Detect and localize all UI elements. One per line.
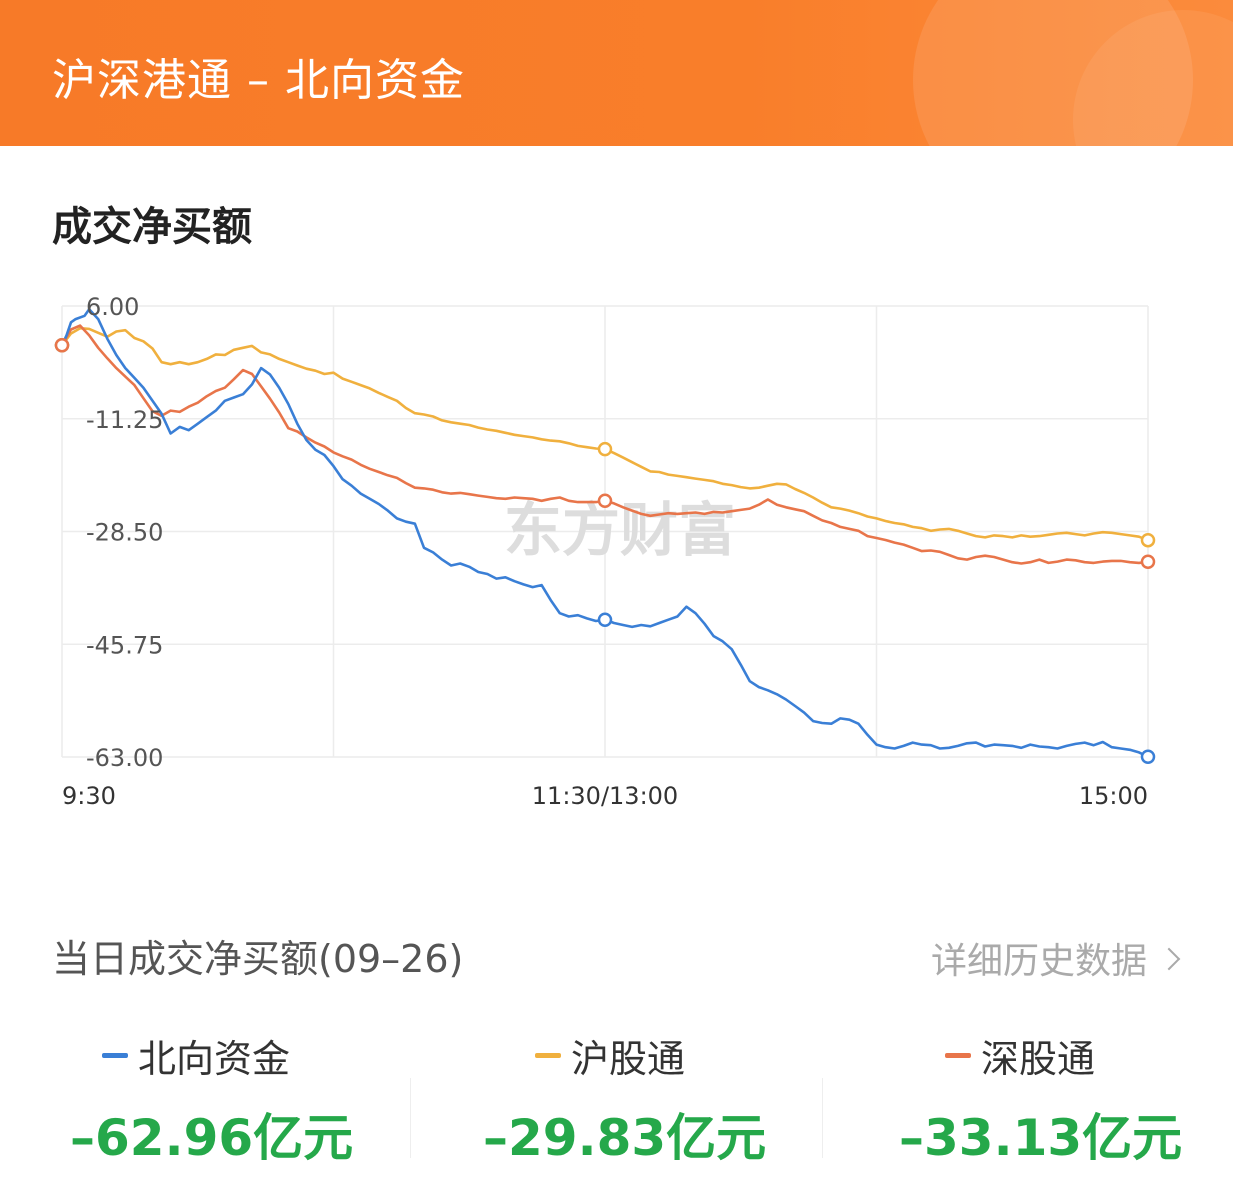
legend-dash-icon xyxy=(945,1053,971,1058)
data-point-marker xyxy=(1140,749,1156,764)
divider xyxy=(822,1078,823,1158)
summary-value: –33.13亿元 xyxy=(899,1109,1183,1167)
summary-shenzhen: 深股通 –33.13亿元 xyxy=(823,1028,1233,1168)
x-tick-label: 9:30 xyxy=(62,782,116,810)
page-title: 沪深港通 – 北向资金 xyxy=(52,55,465,106)
summary-row: 北向资金 –62.96亿元 沪股通 –29.83亿元 深股通 –33.13亿元 xyxy=(0,1028,1233,1168)
summary-northbound: 北向资金 –62.96亿元 xyxy=(0,1028,410,1168)
x-tick-label: 15:00 xyxy=(1079,782,1148,810)
summary-label: 深股通 xyxy=(945,1028,1095,1083)
x-tick-label: 11:30/13:00 xyxy=(532,782,678,810)
summary-value: –29.83亿元 xyxy=(483,1109,767,1167)
data-point-marker xyxy=(597,612,613,627)
daily-net-buy-title: 当日成交净买额(09–26) xyxy=(52,937,464,981)
data-point-marker xyxy=(597,441,613,457)
history-data-label[interactable]: 详细历史数据 xyxy=(930,941,1147,982)
data-point-marker xyxy=(54,337,70,353)
legend-dash-icon xyxy=(535,1053,561,1058)
data-point-marker xyxy=(597,493,613,509)
y-tick-label: -63.00 xyxy=(86,744,163,772)
chevron-right-icon xyxy=(1157,947,1181,971)
data-point-marker xyxy=(1140,554,1156,570)
y-tick-label: -45.75 xyxy=(86,631,163,659)
divider xyxy=(410,1078,411,1158)
y-tick-label: -11.25 xyxy=(86,406,163,434)
legend-dash-icon xyxy=(102,1053,128,1058)
page-header: 沪深港通 – 北向资金 xyxy=(0,0,1233,146)
summary-shanghai: 沪股通 –29.83亿元 xyxy=(411,1028,821,1168)
summary-name: 北向资金 xyxy=(138,1037,291,1081)
data-point-marker xyxy=(1140,532,1156,548)
summary-name: 沪股通 xyxy=(571,1037,686,1081)
y-tick-label: 6.00 xyxy=(86,293,139,321)
summary-label: 北向资金 xyxy=(102,1028,290,1083)
summary-label: 沪股通 xyxy=(535,1028,685,1083)
summary-name: 深股通 xyxy=(981,1037,1096,1081)
summary-value: –62.96亿元 xyxy=(70,1109,354,1167)
series-line xyxy=(60,307,1149,758)
y-tick-label: -28.50 xyxy=(86,519,163,547)
header-decoration xyxy=(913,0,1193,146)
section-title: 成交净买额 xyxy=(52,204,252,250)
history-data-link[interactable]: 详细历史数据 xyxy=(930,932,1181,984)
